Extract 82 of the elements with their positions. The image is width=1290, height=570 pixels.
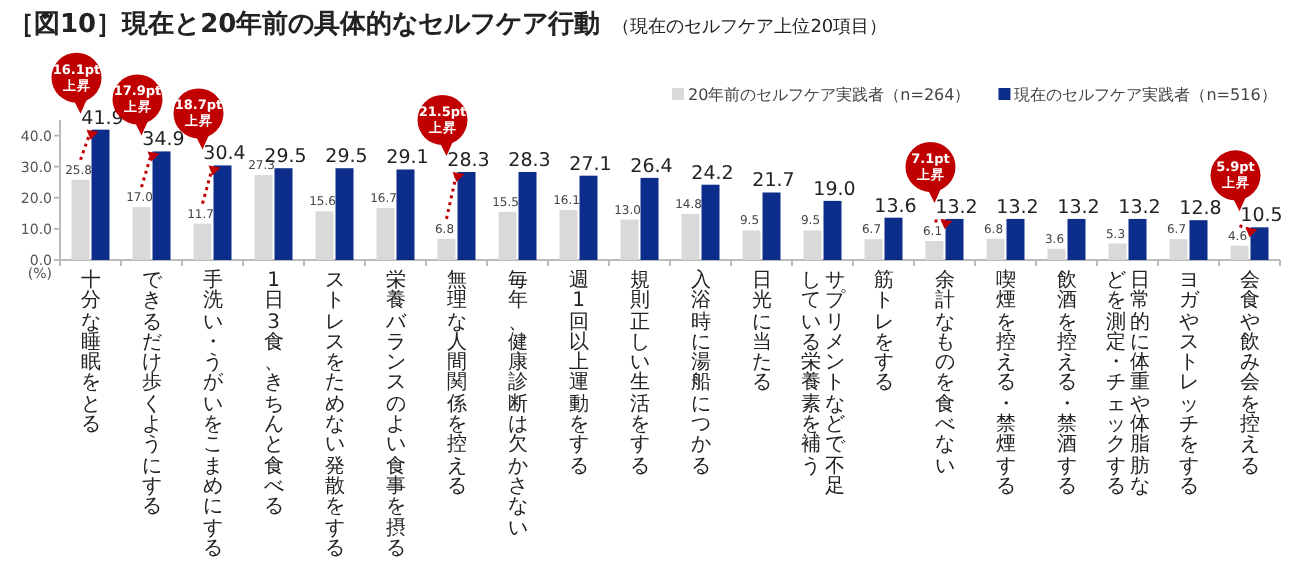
bar [823, 200, 842, 260]
x-tick-label: 十分な睡眠をとる [79, 270, 102, 437]
bar [71, 179, 90, 260]
bar [620, 219, 639, 260]
bar [437, 238, 456, 260]
chart-subtitle: （現在のセルフケア上位20項目） [612, 16, 888, 38]
data-label: 30.4 [203, 143, 246, 166]
bar [579, 175, 598, 260]
data-label: 29.5 [325, 146, 368, 169]
bar [742, 230, 761, 260]
bar [1047, 248, 1066, 260]
bar [1169, 239, 1188, 260]
bar [376, 208, 395, 260]
category-label: 無理な人間関係を控える [446, 270, 467, 498]
bar [1250, 227, 1269, 260]
category-label: サプリメントなどで不足している栄養素を補う [800, 270, 845, 498]
data-label: 29.1 [386, 147, 429, 170]
bar [884, 217, 903, 260]
bar [193, 223, 212, 260]
bar [925, 241, 944, 260]
x-tick-label: 日光に当たる [750, 270, 773, 396]
bar [213, 165, 232, 260]
bar [640, 177, 659, 260]
legend-label: 20年前のセルフケア実践者（n=264） [688, 86, 971, 104]
x-tick-label: 筋トレをする [872, 270, 895, 396]
bar [274, 168, 293, 260]
bar [315, 211, 334, 260]
bar [559, 209, 578, 260]
data-label: 26.4 [630, 155, 673, 178]
bar [1067, 218, 1086, 260]
bar [1108, 243, 1127, 260]
bar [254, 175, 273, 260]
data-label: 13.2 [935, 196, 978, 219]
bar [1006, 218, 1025, 260]
bar [864, 239, 883, 260]
data-label: 13.6 [874, 195, 917, 218]
category-label: 会食や飲み会を控える [1239, 270, 1260, 478]
category-label: ストレスをためない発散をする [324, 270, 345, 560]
bar [701, 184, 720, 260]
bar [945, 218, 964, 260]
bar [152, 151, 171, 260]
data-label: 21.7 [752, 170, 795, 193]
data-label: 13.2 [1057, 196, 1100, 219]
category-label: 飲酒を控える・禁酒する [1056, 270, 1077, 498]
category-label: 栄養バランスのよい食事を摂る [385, 270, 406, 560]
data-label: 12.8 [1179, 198, 1222, 221]
data-label: 10.5 [1240, 205, 1283, 228]
bar [457, 171, 476, 260]
data-label: 24.2 [691, 162, 734, 185]
bar [335, 168, 354, 260]
data-label: 28.3 [447, 149, 490, 172]
bar [986, 238, 1005, 260]
bar [498, 211, 517, 260]
bar [1230, 245, 1249, 260]
data-label: 34.9 [142, 129, 185, 152]
category-label: 喫煙を控える・禁煙する [995, 270, 1016, 498]
category-label: 週1回以上運動をする [568, 270, 589, 478]
chart-title: ［図10］現在と20年前の具体的なセルフケア行動 [8, 10, 601, 40]
bar [681, 213, 700, 260]
legend-label: 現在のセルフケア実践者（n=516） [1014, 86, 1277, 104]
data-label: 28.3 [508, 149, 551, 172]
category-label: 規則正しい生活をする [629, 270, 650, 478]
category-label: 余計なものを食べない [934, 270, 955, 478]
bar [518, 171, 537, 260]
bar [91, 129, 110, 260]
category-label: ヨガやストレッチをする [1178, 270, 1199, 498]
data-label: 19.0 [813, 178, 856, 201]
data-label: 27.1 [569, 153, 612, 176]
data-label: 13.2 [1118, 196, 1161, 219]
category-label: 毎年、健康診断は欠かさない [507, 270, 528, 540]
category-label: 手洗い・うがいをこまめにする [202, 270, 223, 560]
bar [1128, 218, 1147, 260]
category-label: できるだけ歩くようにする [141, 270, 162, 519]
bar [132, 207, 151, 260]
bar [762, 192, 781, 260]
category-label: 日常的に体重や体脂肪などを測定・チェックする [1105, 270, 1150, 498]
category-label: 1日3食、きちんと食べる [263, 270, 284, 519]
bar [396, 169, 415, 260]
category-label: 入浴時に湯船につかる [690, 270, 711, 478]
data-label: 13.2 [996, 196, 1039, 219]
bar [803, 230, 822, 260]
bar [1189, 220, 1208, 260]
